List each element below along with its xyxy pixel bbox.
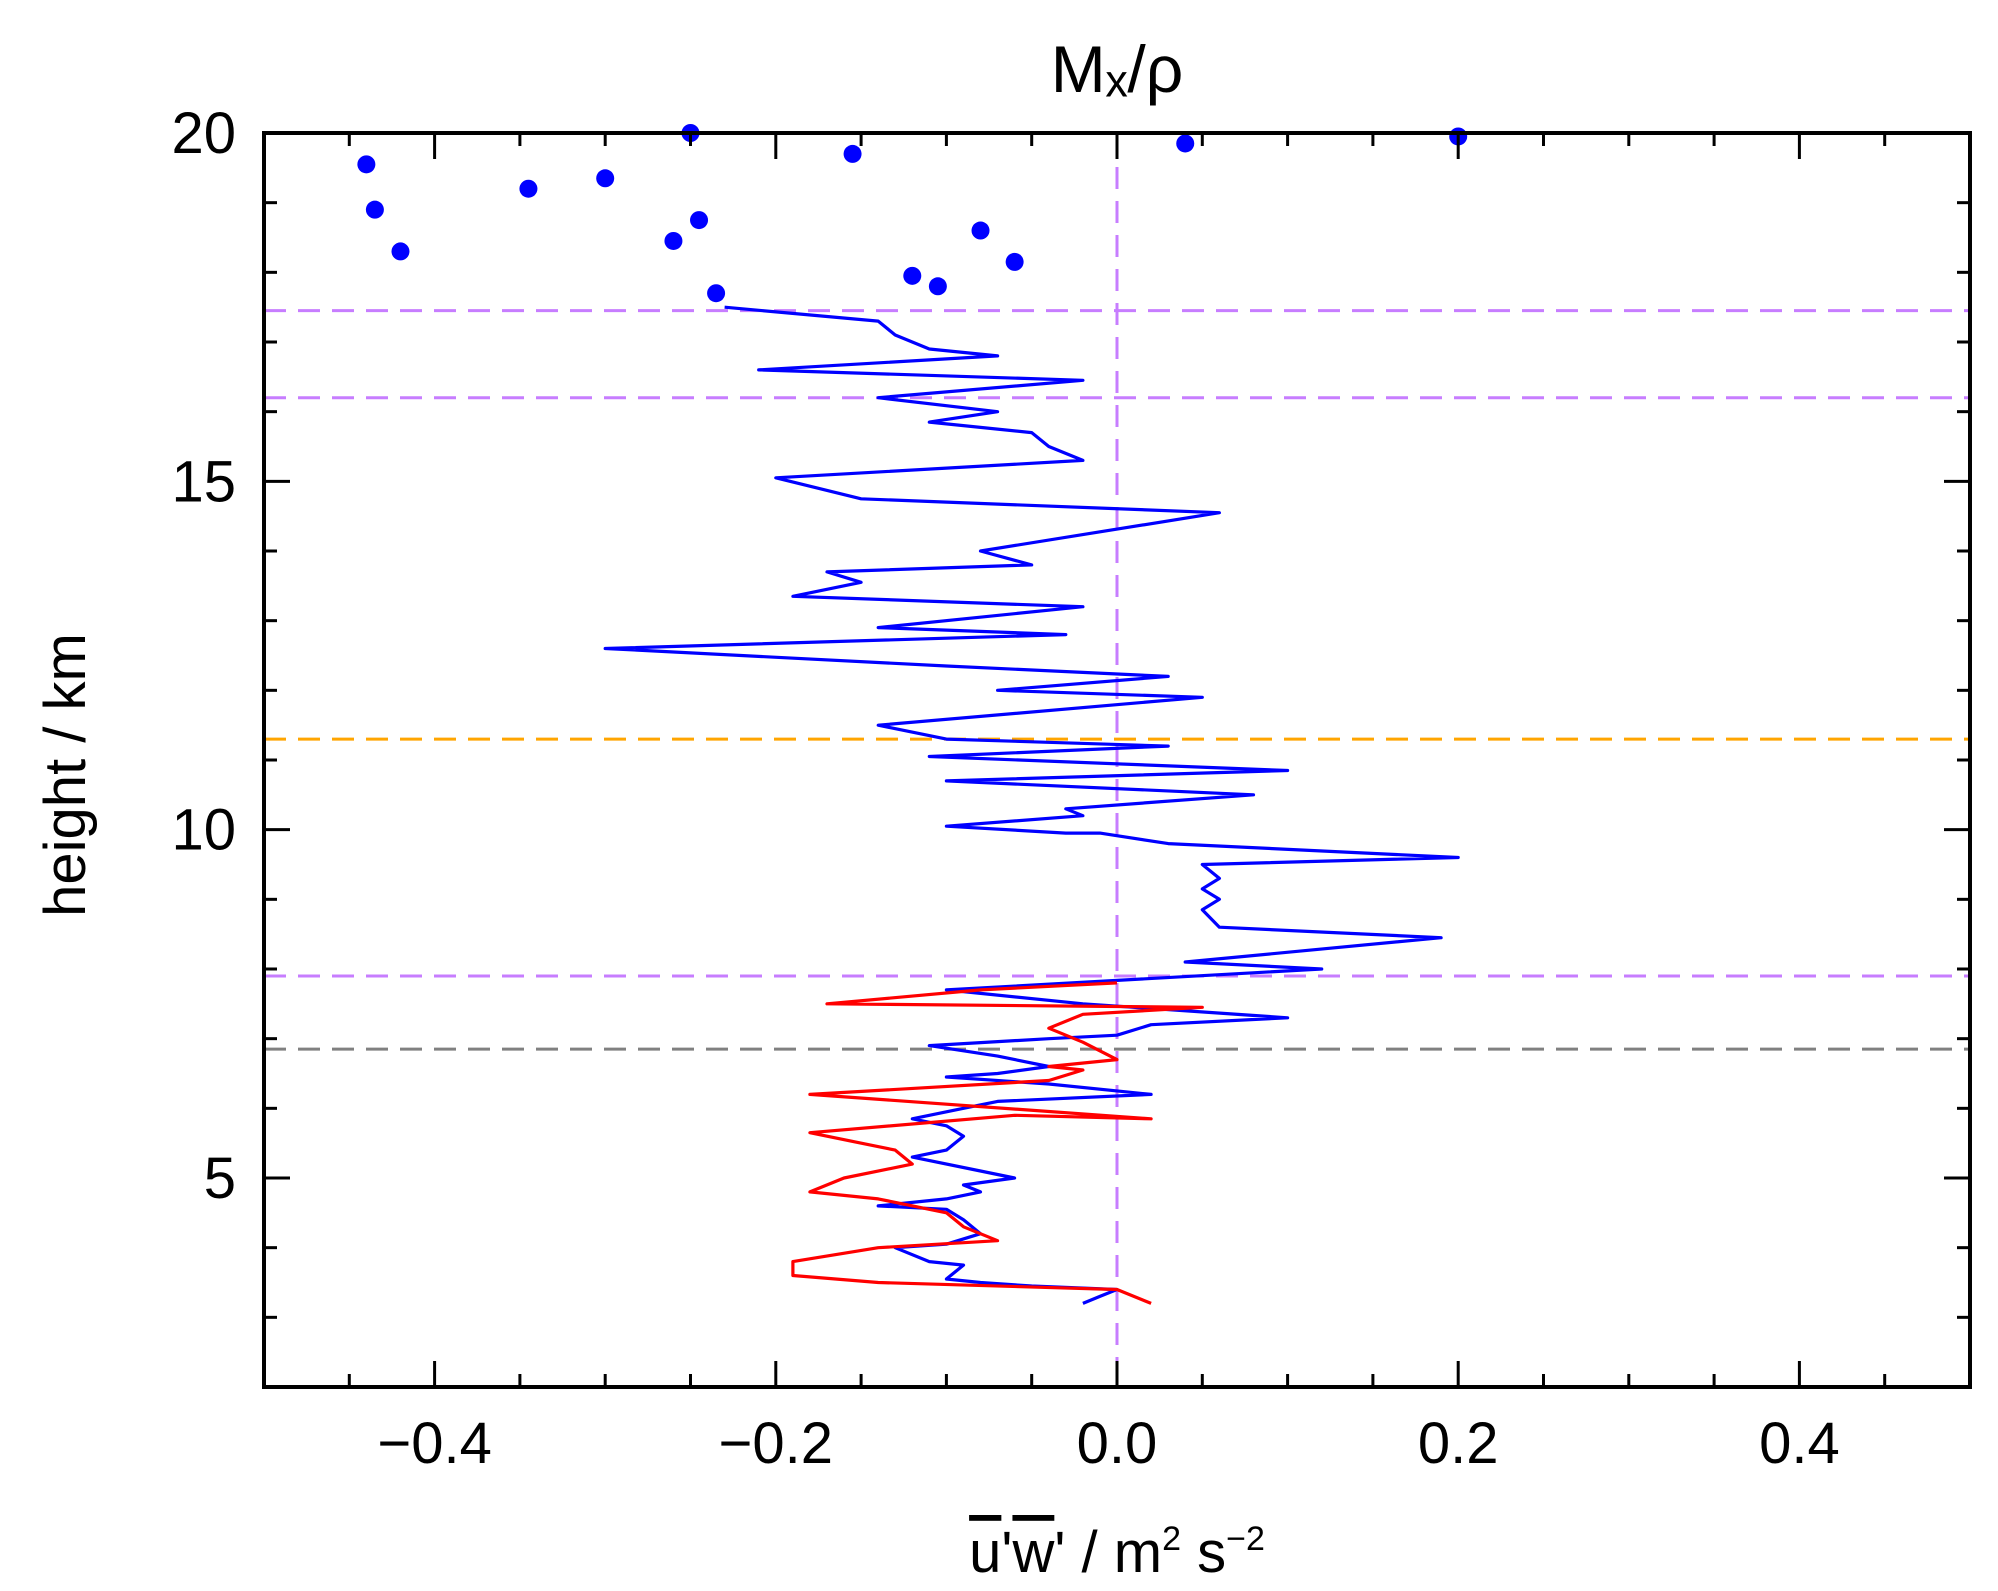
- data-point-0: [357, 155, 376, 174]
- series-line-1: [791, 981, 1204, 1305]
- data-point-12: [971, 221, 990, 240]
- data-point-6: [664, 231, 683, 250]
- x-axis-label: u'w' / m2 s−2: [969, 1520, 1265, 1585]
- x-tick-label: 0.4: [1759, 1411, 1840, 1476]
- y-tick-label: 10: [171, 798, 236, 863]
- ticks: [262, 131, 1972, 1389]
- y-tick-label: 15: [171, 449, 236, 514]
- data-point-2: [391, 242, 410, 261]
- data-point-4: [596, 169, 615, 188]
- x-label-s: s: [1181, 1520, 1226, 1585]
- x-label-neg2: −2: [1226, 1520, 1265, 1558]
- series-blue-line: [603, 305, 1460, 1305]
- x-label-u: u: [969, 1520, 1001, 1585]
- chart-title: Mₓ/ρ: [1051, 32, 1184, 106]
- y-tick-label: 5: [204, 1146, 236, 1211]
- tick-labels: −0.4 −0.2 0.0 0.2 0.4 5 10 15 20: [171, 101, 1839, 1476]
- series-blue-points: [357, 124, 1468, 303]
- x-label-w: w: [1011, 1520, 1055, 1585]
- x-tick-label: 0.0: [1077, 1411, 1158, 1476]
- plot-frame: [262, 131, 1972, 1389]
- x-label-unit: / m: [1065, 1520, 1162, 1585]
- series-red-line: [791, 981, 1204, 1305]
- reference-lines: [264, 133, 1970, 1387]
- data-point-3: [519, 179, 538, 198]
- data-point-8: [707, 284, 726, 303]
- y-axis-label: height / km: [33, 633, 98, 917]
- data-point-14: [1176, 134, 1195, 153]
- data-point-1: [365, 200, 384, 219]
- x-tick-label: 0.2: [1418, 1411, 1499, 1476]
- x-label-sq: 2: [1162, 1520, 1181, 1558]
- x-tick-label: −0.4: [377, 1411, 492, 1476]
- data-point-9: [843, 144, 862, 163]
- x-tick-label: −0.2: [719, 1411, 834, 1476]
- x-label-prime-1: ': [1001, 1520, 1012, 1585]
- y-tick-label: 20: [171, 101, 236, 166]
- series-line-0: [603, 305, 1460, 1305]
- series-layer: [357, 124, 1468, 1305]
- x-label-prime-2: ': [1054, 1520, 1065, 1585]
- data-point-13: [1005, 252, 1024, 271]
- data-point-10: [903, 266, 922, 285]
- data-point-7: [690, 211, 709, 230]
- data-point-11: [928, 277, 947, 296]
